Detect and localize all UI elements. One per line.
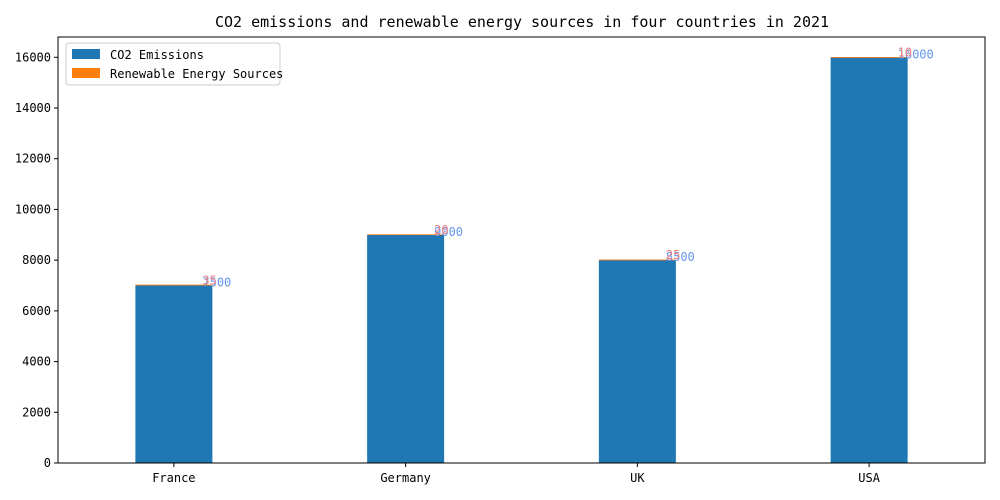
bar-renewable-uk [598,259,676,261]
bar-co2-usa [830,57,908,464]
legend-label-1: Renewable Energy Sources [110,67,283,81]
y-tick-label: 16000 [15,50,51,64]
data-label-total-uk: 8500 [666,250,695,264]
x-tick-label-usa: USA [858,471,880,485]
data-label-renewable-usa: 10 [898,45,912,59]
y-tick-label: 10000 [15,202,51,216]
y-tick-label: 0 [44,456,51,470]
legend-label-0: CO2 Emissions [110,48,204,62]
data-label-renewable-france: 35 [202,274,216,288]
y-tick-label: 8000 [22,253,51,267]
y-tick-label: 4000 [22,355,51,369]
x-tick-label-uk: UK [630,471,645,485]
legend-box [65,42,281,86]
legend-swatch-1 [72,68,100,78]
y-tick-label: 14000 [15,101,51,115]
axes: 0 2000 4000 6000 8000 10000 12000 14000 16000 Fra… [15,50,881,485]
data-label-renewable-uk: 25 [666,248,680,262]
chart-title: CO2 emissions and renewable energy sourc… [215,13,829,31]
plot-frame [57,36,986,464]
bars [135,57,908,464]
data-label-total-usa: 16000 [898,47,934,61]
bar-co2-uk [598,260,676,463]
data-label-total-france: 7500 [202,276,231,290]
legend: CO2 Emissions Renewable Energy Sources [65,42,283,86]
bar-renewable-france [135,284,213,286]
data-label-renewable-germany: 20 [434,223,448,237]
bar-co2-france [135,285,213,463]
bar-renewable-usa [830,57,908,58]
x-tick-label-france: France [152,471,195,485]
y-tick-label: 2000 [22,405,51,419]
x-tick-label-germany: Germany [380,471,431,485]
legend-swatch-0 [72,49,100,59]
bar-co2-germany [367,234,445,463]
bar-renewable-germany [367,234,445,236]
data-label-total-germany: 9000 [434,225,463,239]
y-tick-label: 6000 [22,304,51,318]
y-tick-label: 12000 [15,152,51,166]
